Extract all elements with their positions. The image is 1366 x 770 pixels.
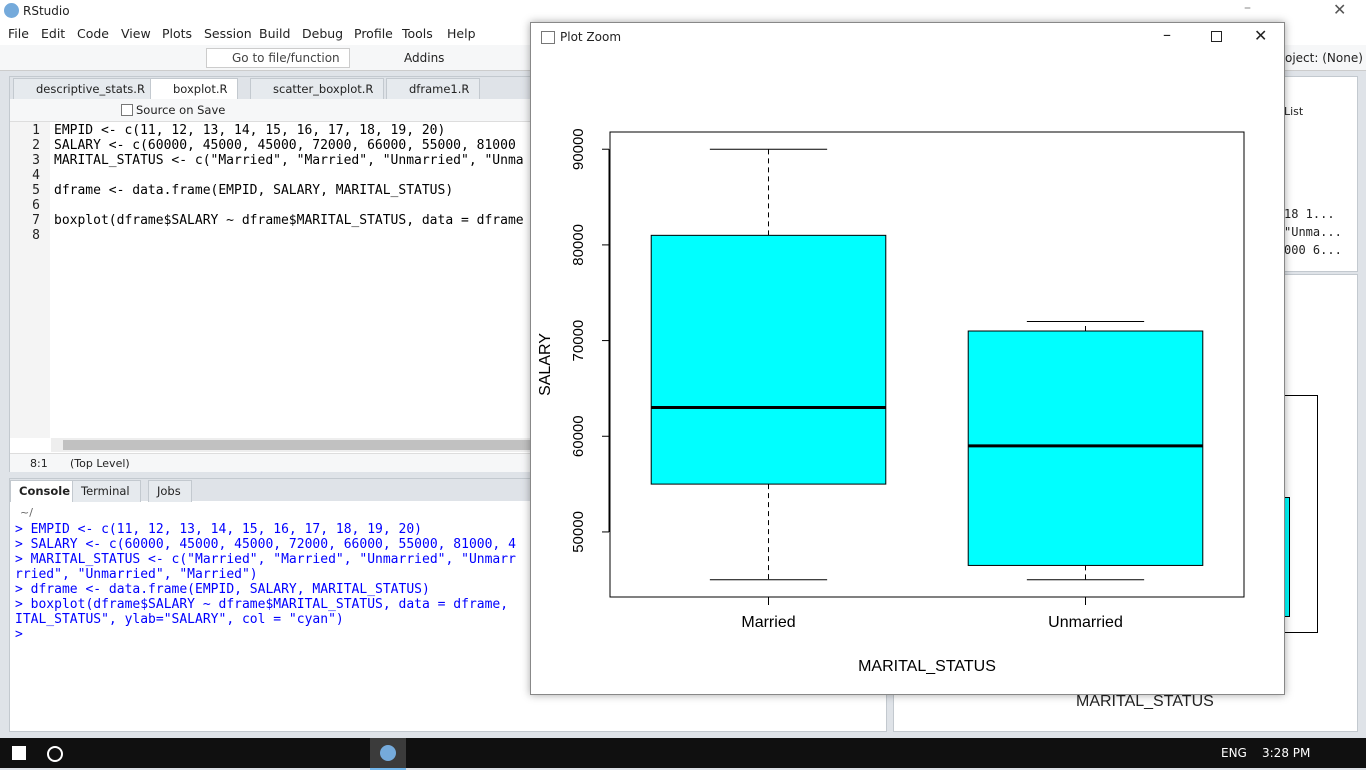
- env-value: 18 1...: [1284, 207, 1335, 221]
- addins[interactable]: Addins: [404, 51, 445, 65]
- taskbar: ENG 3:28 PM: [0, 738, 1366, 770]
- minimize[interactable]: –: [1163, 25, 1171, 44]
- code-area: 1 EMPID <- c(11, 12, 13, 14, 15, 16, 17, …: [10, 122, 886, 438]
- menu-item[interactable]: Profile: [354, 26, 393, 41]
- scope[interactable]: (Top Level): [70, 457, 130, 470]
- menu-item[interactable]: Debug: [302, 26, 344, 41]
- menu-item[interactable]: Help: [447, 26, 476, 41]
- line-number: 1: [32, 123, 40, 138]
- console-path: ~/: [20, 506, 33, 519]
- boxplot-chart: 50000 60000 70000 80000 90000 Married Unmarrie…: [537, 128, 1245, 675]
- checkbox[interactable]: [121, 104, 133, 116]
- plot-window-title: Plot Zoom: [560, 30, 622, 44]
- y-tick-label: 80000: [570, 224, 587, 266]
- plot-x-label: MARITAL_STATUS: [1076, 693, 1214, 710]
- menu-item[interactable]: File: [8, 26, 29, 41]
- menu-item[interactable]: Tools: [402, 26, 433, 41]
- menu-item[interactable]: View: [121, 26, 151, 41]
- goto-text: Go to file/function: [232, 51, 340, 65]
- tab[interactable]: Jobs: [148, 480, 192, 502]
- start-button[interactable]: [12, 746, 26, 760]
- y-axis-label: SALARY: [537, 333, 554, 396]
- maximize[interactable]: [1211, 31, 1222, 42]
- window-title: RStudio: [23, 4, 70, 18]
- x-tick-label: Married: [741, 614, 795, 631]
- line-number: 8: [32, 228, 40, 243]
- console-line: > MARITAL_STATUS <- c("Married", "Marrie…: [15, 552, 516, 567]
- gutter: [10, 122, 50, 438]
- code-line: EMPID <- c(11, 12, 13, 14, 15, 16, 17, 1…: [54, 123, 446, 138]
- y-tick-label: 50000: [570, 511, 587, 553]
- menu-item[interactable]: Session: [204, 26, 252, 41]
- menu-item[interactable]: Edit: [41, 26, 66, 41]
- y-tick-label: 60000: [570, 415, 587, 457]
- code-line: dframe <- data.frame(EMPID, SALARY, MARI…: [54, 183, 454, 198]
- cursor-position: 8:1: [30, 457, 48, 470]
- menu-item[interactable]: Build: [259, 26, 291, 41]
- line-number: 4: [32, 168, 40, 183]
- app-icon: [4, 3, 19, 18]
- console-line: > SALARY <- c(60000, 45000, 45000, 72000…: [15, 537, 516, 552]
- title-bar: RStudio – ✕: [0, 0, 1366, 22]
- console-line: > EMPID <- c(11, 12, 13, 14, 15, 16, 17,…: [15, 522, 422, 537]
- search[interactable]: [47, 746, 63, 762]
- x-axis-label: MARITAL_STATUS: [858, 658, 996, 675]
- window-icon: [541, 31, 555, 44]
- line-number: 2: [32, 138, 40, 153]
- code-line: boxplot(dframe$SALARY ~ dframe$MARITAL_S…: [54, 213, 524, 228]
- source-on-save[interactable]: Source on Save: [136, 103, 226, 117]
- plot-zoom-window: Plot Zoom – ✕ 50000 60000 70000 80000 90000 M…: [530, 22, 1285, 695]
- line-number: 5: [32, 183, 40, 198]
- tab[interactable]: descriptive_stats.R: [13, 78, 156, 100]
- plot-frame: [609, 131, 1245, 598]
- minimize[interactable]: –: [1244, 0, 1251, 16]
- menu-item[interactable]: Code: [77, 26, 110, 41]
- y-tick-label: 70000: [570, 320, 587, 362]
- language[interactable]: ENG: [1221, 746, 1247, 760]
- box: [650, 234, 887, 485]
- console-line: > boxplot(dframe$SALARY ~ dframe$MARITAL…: [15, 597, 516, 612]
- project[interactable]: oject: (None): [1285, 51, 1363, 65]
- console-line: >: [15, 627, 23, 642]
- list-view[interactable]: List: [1284, 105, 1304, 118]
- x-tick-label: Unmarried: [1048, 614, 1123, 631]
- goto-box[interactable]: Go to file/function: [206, 48, 350, 68]
- console-line: > dframe <- data.frame(EMPID, SALARY, MA…: [15, 582, 430, 597]
- code-line: MARITAL_STATUS <- c("Married", "Married"…: [54, 153, 524, 168]
- line-number: 7: [32, 213, 40, 228]
- menu-item[interactable]: Plots: [162, 26, 193, 41]
- env-value: 000 6...: [1284, 243, 1342, 257]
- rstudio-task[interactable]: [370, 738, 406, 770]
- console-line: rried", "Unmarried", "Married"): [15, 567, 258, 582]
- close[interactable]: ✕: [1333, 0, 1347, 19]
- tab[interactable]: dframe1.R: [386, 78, 481, 100]
- code-line: SALARY <- c(60000, 45000, 45000, 72000, …: [54, 138, 516, 153]
- tab[interactable]: boxplot.R: [150, 78, 239, 100]
- env-value: "Unma...: [1284, 225, 1342, 239]
- tab[interactable]: Terminal: [72, 480, 141, 502]
- box: [967, 330, 1204, 566]
- y-tick-label: 90000: [570, 128, 587, 170]
- line-number: 3: [32, 153, 40, 168]
- tab[interactable]: Console: [10, 480, 82, 502]
- console-line: ITAL_STATUS", ylab="SALARY", col = "cyan…: [15, 612, 344, 627]
- line-number: 6: [32, 198, 40, 213]
- tab[interactable]: scatter_boxplot.R: [250, 78, 385, 100]
- close[interactable]: ✕: [1254, 26, 1268, 45]
- clock[interactable]: 3:28 PM: [1262, 746, 1311, 760]
